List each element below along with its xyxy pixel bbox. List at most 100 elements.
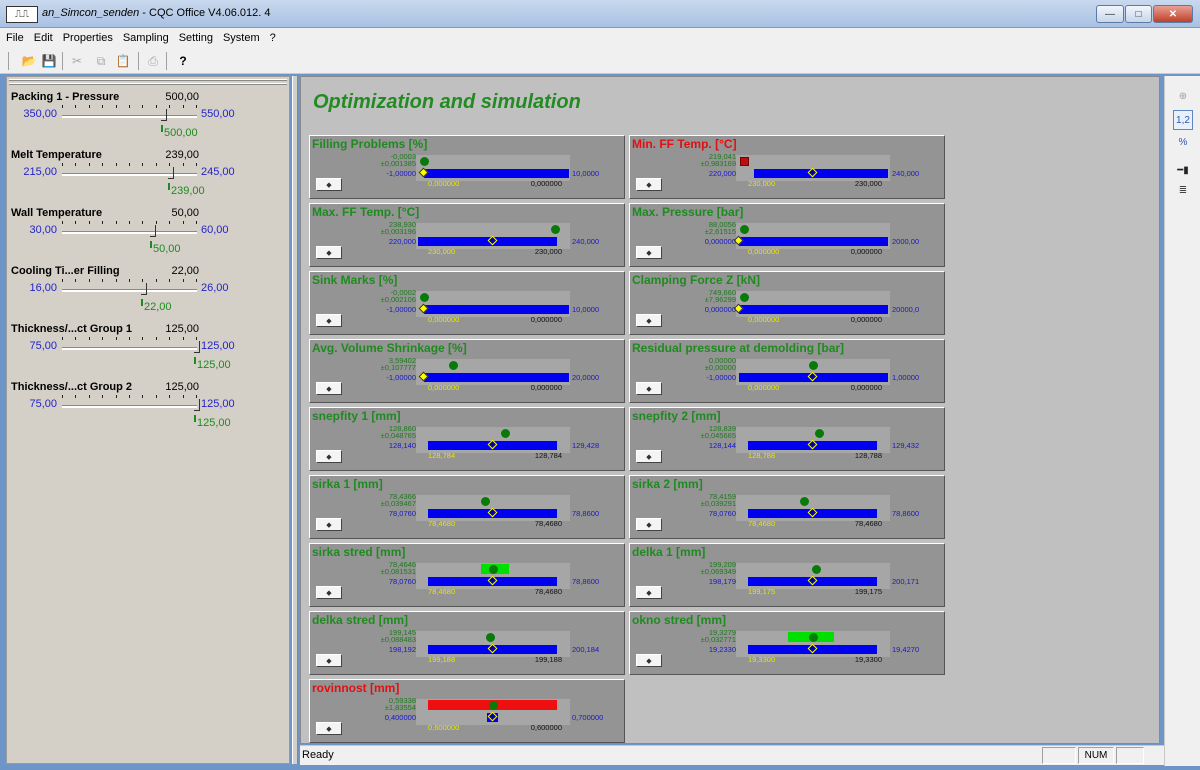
parameter-max: 26,00	[201, 282, 229, 294]
criterion-settings-button[interactable]: ◆	[636, 178, 662, 191]
criterion-settings-button[interactable]: ◆	[316, 586, 342, 599]
criterion-min: 0,000000	[704, 305, 736, 314]
criterion-settings-button[interactable]: ◆	[636, 382, 662, 395]
slider-tick	[156, 163, 157, 166]
criterion-settings-button[interactable]: ◆	[316, 654, 342, 667]
criterion-nominal-value: 199,175	[854, 587, 882, 596]
parameter-slider-track[interactable]	[62, 115, 197, 118]
menu-item-setting[interactable]: Setting	[178, 32, 213, 44]
slider-tick	[196, 337, 197, 340]
status-text: Ready	[302, 749, 334, 761]
criterion-result: 749,660	[708, 288, 736, 297]
criterion-result: 199,145	[388, 628, 416, 637]
parameter-slider-thumb[interactable]	[161, 109, 167, 121]
criterion-min: 220,000	[708, 169, 736, 178]
pane-splitter[interactable]	[292, 76, 298, 764]
criterion-settings-button[interactable]: ◆	[316, 450, 342, 463]
slider-ticks	[62, 105, 197, 111]
result-marker-dot	[481, 497, 490, 506]
parameter-slider-thumb[interactable]	[150, 225, 156, 237]
close-button[interactable]: ✕	[1153, 5, 1193, 23]
criterion-target-value: 0,000000	[428, 179, 460, 188]
menu-item-file[interactable]: File	[6, 32, 24, 44]
criterion-max: 200,171	[892, 577, 920, 586]
criterion-max: 78,8600	[572, 509, 600, 518]
criterion-nominal-value: 0,000000	[850, 247, 882, 256]
criterion-title: Avg. Volume Shrinkage [%]	[312, 341, 467, 355]
list-icon[interactable]: ≣	[1178, 184, 1188, 196]
criterion-nominal-value: 128,784	[534, 451, 562, 460]
parameter-slider-thumb[interactable]	[194, 399, 200, 411]
slider-tick	[116, 337, 117, 340]
parameter-name: Packing 1 - Pressure	[11, 91, 120, 103]
criterion-settings-button[interactable]: ◆	[316, 518, 342, 531]
criterion-panel-body: Avg. Volume Shrinkage [%] 3,59402 ±0,107…	[310, 340, 624, 402]
parameter-name: Thickness/...ct Group 2	[11, 381, 133, 393]
criterion-panel: sirka stred [mm] 78,4646 ±0,081531 78,07…	[309, 543, 625, 607]
print-icon[interactable]: ⎙	[148, 53, 158, 68]
criterion-nominal-value: 0,000000	[850, 383, 882, 392]
criterion-settings-button[interactable]: ◆	[316, 382, 342, 395]
menu-item-help[interactable]: ?	[269, 32, 276, 44]
criterion-panel: delka 1 [mm] 199,209 ±0,069349 198,179 2…	[629, 543, 945, 607]
criterion-settings-button[interactable]: ◆	[636, 518, 662, 531]
percent-icon[interactable]: %	[1178, 136, 1188, 148]
parameter-name: Cooling Ti...er Filling	[11, 265, 120, 277]
criterion-settings-button[interactable]: ◆	[636, 450, 662, 463]
slider-tick	[169, 279, 170, 282]
pane-grip[interactable]	[9, 83, 287, 85]
menu-item-properties[interactable]: Properties	[62, 32, 113, 44]
result-marker-dot	[449, 361, 458, 370]
menu-item-system[interactable]: System	[222, 32, 260, 44]
menu-item-sampling[interactable]: Sampling	[122, 32, 169, 44]
main-area: Optimization and simulation Filling Prob…	[300, 76, 1160, 744]
criterion-settings-button[interactable]: ◆	[316, 314, 342, 327]
help-icon[interactable]: ?	[179, 54, 187, 68]
parameter-slider-thumb[interactable]	[141, 283, 147, 295]
open-icon[interactable]: 📂	[21, 54, 37, 68]
criterion-min: 198,179	[708, 577, 736, 586]
criterion-settings-button[interactable]: ◆	[316, 178, 342, 191]
criterion-panel: sirka 1 [mm] 78,4366 ±0,039467 78,0760 7…	[309, 475, 625, 539]
criterion-target-value: 128,788	[748, 451, 776, 460]
parameter-slider-thumb[interactable]	[168, 167, 174, 179]
criterion-target-value: 0,000000	[748, 315, 780, 324]
copy-icon[interactable]: ⧉	[96, 53, 106, 68]
criterion-settings-button[interactable]: ◆	[316, 722, 342, 735]
pane-grip[interactable]	[9, 79, 287, 81]
criterion-result: 0,00000	[708, 356, 736, 365]
app-icon[interactable]: ⎍⎍	[6, 6, 38, 23]
parameter-slider-track[interactable]	[62, 289, 197, 292]
title-bar: ⎍⎍ an_Simcon_senden - CQC Office V4.06.0…	[0, 0, 1200, 28]
criterion-settings-button[interactable]: ◆	[316, 246, 342, 259]
criterion-panel: sirka 2 [mm] 78,4159 ±0,039291 78,0760 7…	[629, 475, 945, 539]
slider-ticks	[62, 279, 197, 285]
slider-tick	[156, 105, 157, 108]
criterion-deviation: ±0,081531	[380, 567, 416, 576]
parameter-slider-track[interactable]	[62, 347, 197, 350]
slider-tick	[196, 279, 197, 282]
parameter-slider-thumb[interactable]	[194, 341, 200, 353]
cut-icon[interactable]: ✂	[71, 54, 83, 68]
criterion-settings-button[interactable]: ◆	[636, 314, 662, 327]
criterion-target-value: 199,188	[428, 655, 456, 664]
slider-tick	[169, 163, 170, 166]
save-icon[interactable]: 💾	[41, 54, 57, 68]
criterion-result: 128,839	[708, 424, 736, 433]
minimize-button[interactable]: —	[1096, 5, 1124, 23]
parameter-slider-track[interactable]	[62, 405, 197, 408]
slider-tick	[75, 337, 76, 340]
values-icon[interactable]: 1,2	[1173, 110, 1193, 130]
parameter-slider-track[interactable]	[62, 231, 197, 234]
criterion-settings-button[interactable]: ◆	[636, 246, 662, 259]
parameter-slider-track[interactable]	[62, 173, 197, 176]
menu-item-edit[interactable]: Edit	[33, 32, 53, 44]
pin-icon[interactable]: ━▮	[1177, 164, 1189, 176]
criterion-result: 128,860	[388, 424, 416, 433]
target-icon[interactable]: ⊕	[1178, 90, 1188, 102]
criterion-settings-button[interactable]: ◆	[636, 586, 662, 599]
criterion-settings-button[interactable]: ◆	[636, 654, 662, 667]
slider-tick	[102, 163, 103, 166]
paste-icon[interactable]: 📋	[115, 54, 131, 68]
maximize-button[interactable]: □	[1125, 5, 1152, 23]
